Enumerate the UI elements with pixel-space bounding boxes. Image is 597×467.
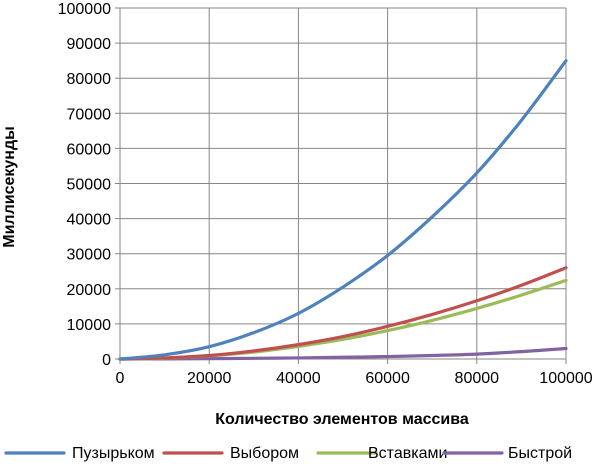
series-line-2 bbox=[118, 266, 568, 361]
series-line-1 bbox=[118, 59, 568, 361]
y-tick-label: 20000 bbox=[67, 282, 112, 299]
x-tick-label: 20000 bbox=[187, 370, 232, 387]
legend-label-3: Вставками bbox=[368, 445, 447, 462]
legend-label-2: Выбором bbox=[230, 445, 299, 462]
x-tick-label: 60000 bbox=[365, 370, 410, 387]
y-tick-label: 50000 bbox=[67, 177, 112, 194]
x-tick-label: 80000 bbox=[455, 370, 500, 387]
x-tick-label: 100000 bbox=[539, 370, 592, 387]
grid bbox=[119, 7, 567, 360]
y-tick-label: 10000 bbox=[67, 317, 112, 334]
y-tick-label: 70000 bbox=[67, 106, 112, 123]
y-tick-label: 40000 bbox=[67, 212, 112, 229]
x-axis-title: Количество элементов массива bbox=[215, 411, 469, 428]
series-lines bbox=[118, 59, 568, 361]
legend-label-4: Быстрой bbox=[508, 445, 572, 462]
legend: Пузырьком Выбором Вставками Быстрой bbox=[4, 445, 572, 462]
x-tick-label: 40000 bbox=[276, 370, 321, 387]
y-tick-label: 90000 bbox=[67, 36, 112, 53]
y-tick-label: 80000 bbox=[67, 71, 112, 88]
y-tick-label: 30000 bbox=[67, 247, 112, 264]
x-tick-label: 0 bbox=[116, 370, 125, 387]
axes bbox=[115, 7, 567, 364]
y-tick-label: 0 bbox=[102, 352, 111, 369]
y-tick-label: 100000 bbox=[58, 1, 111, 18]
y-tick-label: 60000 bbox=[67, 141, 112, 158]
tick-labels: 0 10000 20000 30000 40000 50000 60000 70000 8000… bbox=[58, 1, 593, 387]
y-axis-title: Миллисекунды bbox=[1, 126, 18, 248]
series-line-4 bbox=[118, 346, 568, 361]
legend-label-1: Пузырьком bbox=[72, 445, 155, 462]
